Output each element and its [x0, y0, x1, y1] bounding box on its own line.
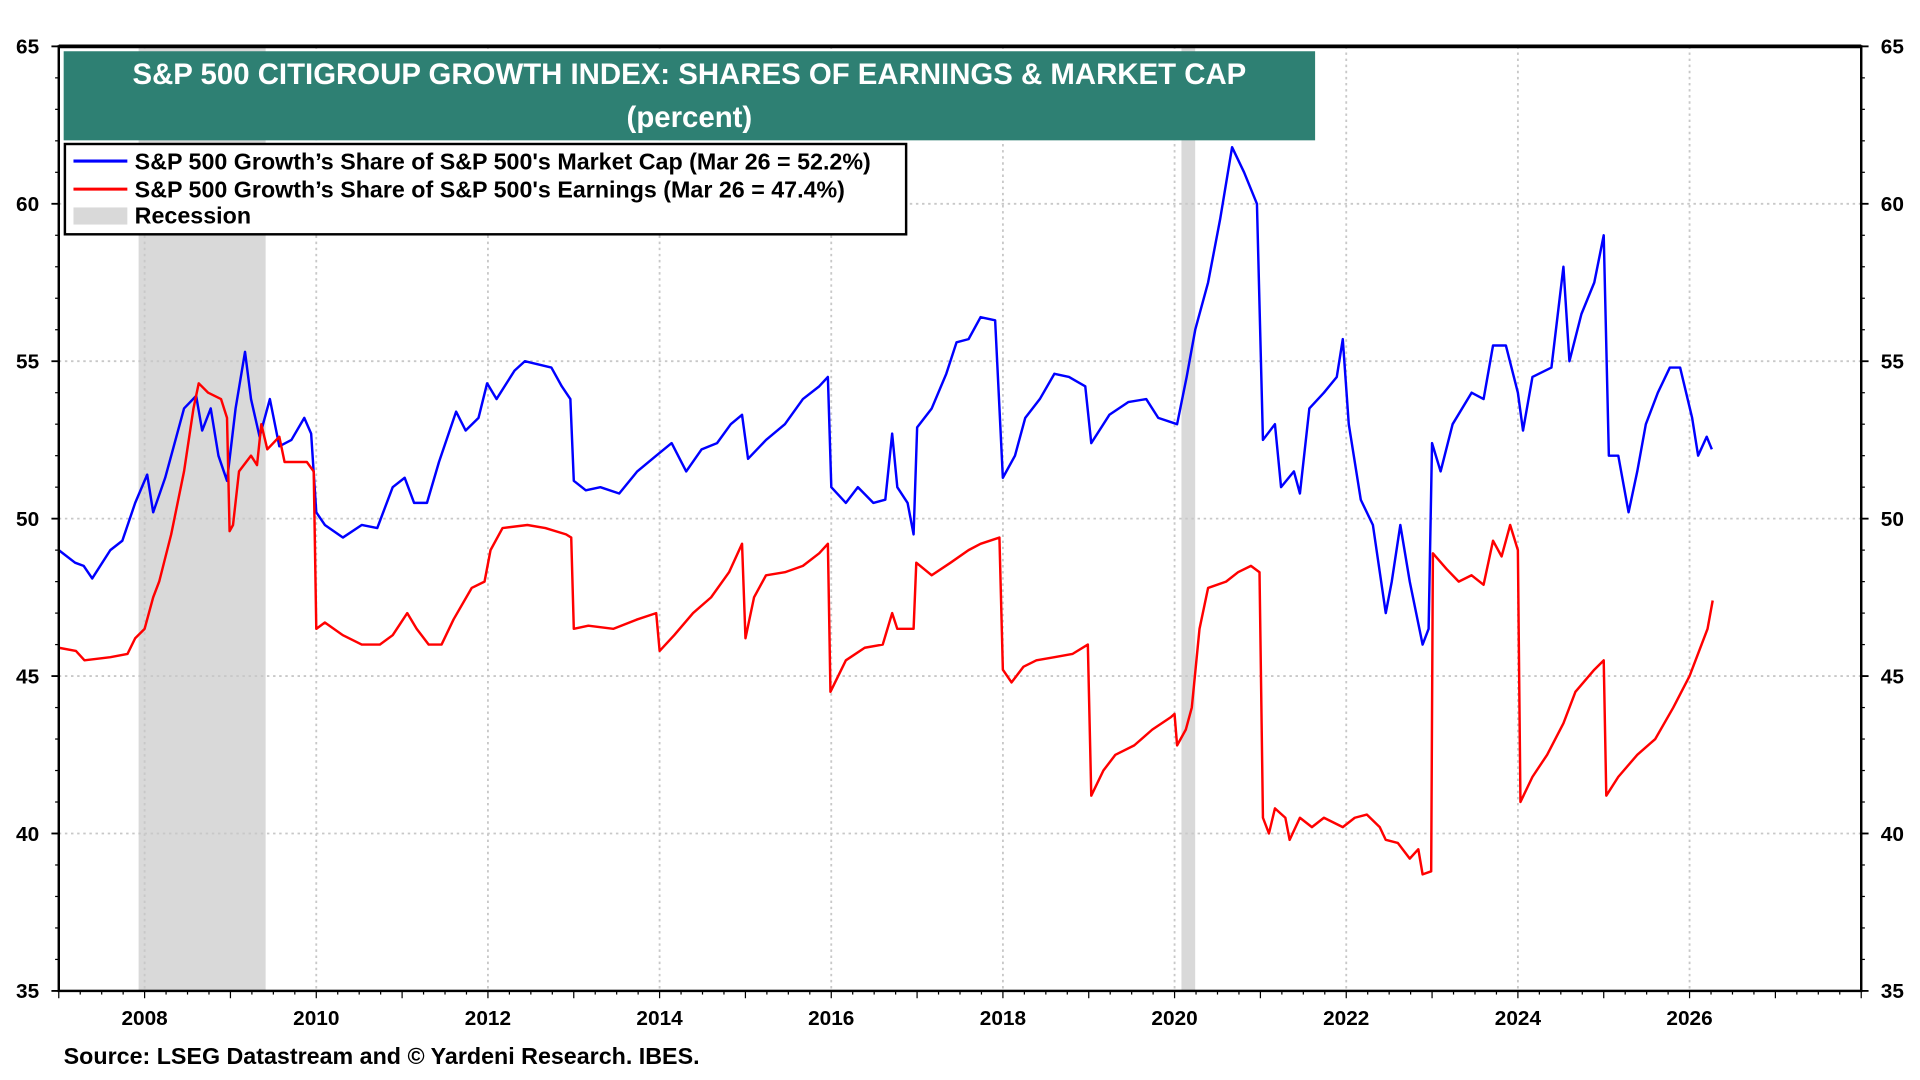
x-tick-label: 2024 — [1495, 1007, 1542, 1030]
axis-ticks: 35 35 40 40 45 45 50 50 55 55 60 60 65 65 2008 2010 2012… — [16, 36, 1904, 1030]
y-tick-label-right: 60 — [1881, 193, 1904, 216]
x-tick-label: 2026 — [1666, 1007, 1712, 1030]
legend-label-earnings: S&P 500 Growth’s Share of S&P 500's Earn… — [135, 177, 845, 203]
y-tick-label-right: 35 — [1881, 980, 1904, 1003]
y-tick-label-right: 40 — [1881, 823, 1904, 846]
y-tick-label-left: 35 — [16, 980, 39, 1003]
source-note: Source: LSEG Datastream and © Yardeni Re… — [64, 1043, 700, 1069]
x-tick-label: 2020 — [1151, 1007, 1197, 1030]
title-banner — [63, 51, 1316, 141]
series-line-market-cap — [58, 145, 1713, 646]
series-line-earnings — [58, 382, 1714, 876]
legend-label-market-cap: S&P 500 Growth’s Share of S&P 500's Mark… — [135, 149, 871, 175]
y-tick-label-left: 50 — [16, 508, 39, 531]
x-tick-label: 2018 — [980, 1007, 1026, 1030]
y-tick-label-left: 45 — [16, 665, 39, 688]
x-tick-label: 2010 — [293, 1007, 339, 1030]
y-tick-label-right: 45 — [1881, 665, 1904, 688]
legend: S&P 500 Growth’s Share of S&P 500's Mark… — [63, 142, 908, 236]
x-tick-label: 2008 — [121, 1007, 167, 1030]
x-tick-label: 2012 — [465, 1007, 511, 1030]
y-tick-label-left: 40 — [16, 823, 39, 846]
y-tick-label-left: 65 — [16, 36, 39, 59]
y-tick-label-right: 55 — [1881, 351, 1904, 374]
legend-swatch-recession — [73, 207, 128, 225]
recession-band — [1181, 46, 1196, 991]
chart-subtitle: (percent) — [627, 101, 753, 134]
gridlines — [58, 46, 1862, 991]
legend-box — [63, 142, 908, 236]
x-tick-label: 2014 — [636, 1007, 683, 1030]
x-tick-label: 2022 — [1323, 1007, 1369, 1030]
y-tick-label-right: 65 — [1881, 36, 1904, 59]
legend-label-recession: Recession — [135, 202, 251, 228]
chart-title: S&P 500 CITIGROUP GROWTH INDEX: SHARES O… — [132, 58, 1246, 91]
y-tick-label-left: 60 — [16, 193, 39, 216]
y-tick-label-right: 50 — [1881, 508, 1904, 531]
x-tick-label: 2016 — [808, 1007, 854, 1030]
series-lines — [58, 145, 1714, 876]
y-tick-label-left: 55 — [16, 351, 39, 374]
